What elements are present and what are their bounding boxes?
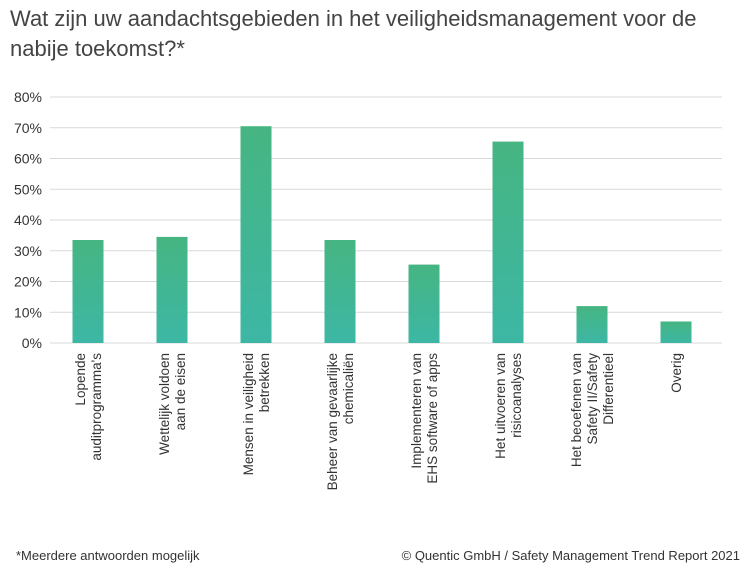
- x-category-label: Overig: [669, 353, 684, 393]
- y-tick-label: 60%: [14, 151, 42, 167]
- y-tick-label: 0%: [22, 335, 42, 351]
- chart-title: Wat zijn uw aandachtsgebieden in het vei…: [10, 6, 697, 61]
- x-category-label: Implementeren vanEHS software of apps: [409, 353, 440, 484]
- bar: [576, 306, 608, 343]
- bar: [240, 126, 272, 344]
- bar: [492, 141, 524, 343]
- bars: [72, 126, 692, 344]
- x-category-label: Beheer van gevaarlijkechemicaliën: [325, 353, 356, 490]
- bar: [408, 264, 440, 343]
- grid-lines: [50, 96, 722, 344]
- y-tick-label: 80%: [14, 89, 42, 105]
- y-tick-label: 20%: [14, 274, 42, 290]
- y-tick-label: 70%: [14, 120, 42, 136]
- bar: [72, 239, 104, 343]
- x-category-label: Lopendeauditprogramma's: [73, 353, 104, 461]
- bar: [660, 321, 692, 343]
- bar: [156, 236, 188, 343]
- x-axis-labels: Lopendeauditprogramma's Wettelijk voldoen…: [73, 353, 684, 491]
- y-tick-label: 50%: [14, 181, 42, 197]
- x-category-label: Het uitvoeren vanrisicoanalyses: [493, 353, 524, 459]
- bar: [324, 239, 356, 343]
- y-tick-label: 30%: [14, 243, 42, 259]
- y-tick-label: 10%: [14, 304, 42, 320]
- x-category-label: Mensen in veiligheidbetrekken: [241, 353, 272, 475]
- x-category-label: Wettelijk voldoenaan de eisen: [157, 353, 188, 455]
- y-axis-ticks: 0% 10% 20% 30% 40% 50% 60% 70% 80%: [14, 89, 42, 351]
- source-credit: © Quentic GmbH / Safety Management Trend…: [401, 548, 740, 563]
- footnote: *Meerdere antwoorden mogelijk: [16, 548, 200, 563]
- y-tick-label: 40%: [14, 212, 42, 228]
- x-category-label: Het beoefenen vanSafety II/SafetyDiffere…: [569, 353, 616, 467]
